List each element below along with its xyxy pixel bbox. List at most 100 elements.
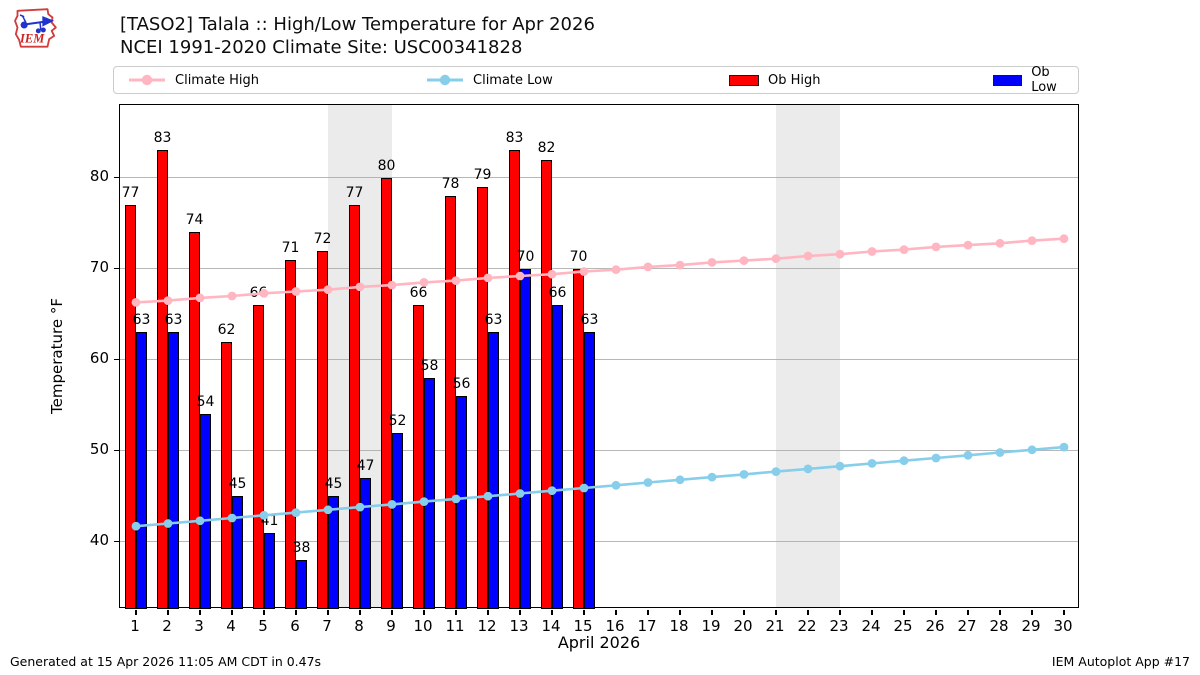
climate-high-marker <box>1027 236 1037 246</box>
x-tick <box>871 609 873 615</box>
climate-low-marker <box>611 480 621 490</box>
climate-low-marker <box>675 475 685 485</box>
x-tick-label: 14 <box>541 617 561 635</box>
climate-low-marker <box>867 459 877 468</box>
climate-high-marker <box>675 260 685 270</box>
x-tick <box>935 609 937 615</box>
ob-low-bar <box>232 496 243 609</box>
chart-title-line1: [TASO2] Talala :: High/Low Temperature f… <box>120 14 595 35</box>
climate-high-marker <box>355 282 365 292</box>
legend: Climate High Climate Low Ob High Ob Low <box>113 65 1079 95</box>
x-tick <box>679 609 681 615</box>
ob-low-value-label: 56 <box>452 376 471 393</box>
x-tick-label: 24 <box>861 617 881 635</box>
climate-low-marker <box>643 478 653 487</box>
ob-low-bar <box>200 414 211 609</box>
climate-high-marker <box>579 267 589 276</box>
y-tick <box>114 176 119 179</box>
x-tick-label: 29 <box>1021 617 1041 635</box>
y-tick <box>114 449 119 452</box>
legend-label: Climate Low <box>473 72 553 88</box>
y-tick <box>114 358 119 361</box>
gridline <box>120 177 1078 179</box>
ob-low-bar <box>328 496 339 609</box>
ob-high-bar <box>189 232 200 609</box>
x-tick-label: 2 <box>162 617 172 635</box>
ob-low-value-label: 63 <box>580 312 599 329</box>
x-tick <box>647 609 649 615</box>
climate-high-marker <box>387 280 397 290</box>
iem-logo: IEM <box>14 8 57 48</box>
ob-high-bar <box>477 186 488 609</box>
x-tick <box>359 609 361 615</box>
x-tick <box>743 609 745 615</box>
x-tick-label: 19 <box>701 617 721 635</box>
y-tick-label: 70 <box>89 257 109 276</box>
climate-high-marker <box>323 285 333 295</box>
ob-high-bar <box>381 177 392 609</box>
ob-high-bar <box>253 305 264 609</box>
x-tick-label: 7 <box>322 617 332 635</box>
x-tick <box>487 609 489 615</box>
ob-high-bar <box>221 341 232 609</box>
climate-high-marker <box>835 249 845 259</box>
iem-logo-text: IEM <box>19 32 45 46</box>
climate-low-marker <box>195 516 205 526</box>
ob-high-value-label: 71 <box>281 239 300 256</box>
climate-low-marker <box>131 521 141 531</box>
climate-low-marker <box>931 453 941 463</box>
x-tick-label: 28 <box>989 617 1009 635</box>
legend-label: Ob High <box>768 72 821 88</box>
climate-low-marker <box>483 491 493 501</box>
ob-low-value-label: 47 <box>356 457 375 474</box>
ob-low-bar <box>488 332 499 609</box>
climate-low-marker <box>355 502 365 512</box>
climate-low-line <box>135 445 1065 528</box>
climate-low-marker <box>259 510 269 520</box>
ob-low-value-label: 58 <box>420 357 439 374</box>
climate-high-marker <box>419 278 429 287</box>
ob-high-bar <box>541 159 552 609</box>
ob-high-value-label: 77 <box>345 185 364 202</box>
x-tick <box>519 609 521 615</box>
climate-low-marker <box>995 448 1005 457</box>
ob-high-bar <box>157 150 168 609</box>
y-tick-label: 50 <box>89 439 109 458</box>
climate-low-marker <box>963 450 973 460</box>
x-tick <box>903 609 905 615</box>
gridline <box>120 268 1078 270</box>
x-tick <box>199 609 201 615</box>
ob-high-bar <box>285 259 296 609</box>
climate-high-marker <box>867 247 877 256</box>
x-tick-label: 15 <box>573 617 593 635</box>
ob-low-bar <box>424 377 435 609</box>
x-tick <box>839 609 841 615</box>
climate-high-marker <box>771 254 781 264</box>
x-tick-label: 9 <box>386 617 396 635</box>
x-tick-label: 20 <box>733 617 753 635</box>
x-tick <box>807 609 809 615</box>
x-tick-label: 5 <box>258 617 268 635</box>
climate-low-marker <box>771 467 781 476</box>
x-tick-label: 18 <box>669 617 689 635</box>
x-tick-label: 22 <box>797 617 817 635</box>
ob-high-value-label: 62 <box>217 321 236 338</box>
x-tick-label: 13 <box>509 617 529 635</box>
ob-high-bar <box>509 150 520 609</box>
x-tick-label: 25 <box>893 617 913 635</box>
x-tick <box>1031 609 1033 615</box>
x-tick-label: 4 <box>226 617 236 635</box>
x-tick-label: 10 <box>413 617 433 635</box>
climate-high-marker <box>899 245 909 255</box>
legend-item-ob-low: Ob Low <box>993 65 1078 95</box>
ob-high-value-label: 82 <box>537 139 556 156</box>
x-tick <box>775 609 777 615</box>
ob-low-value-label: 52 <box>388 412 407 429</box>
climate-high-marker <box>963 240 973 250</box>
climate-low-marker <box>387 500 397 509</box>
climate-low-marker <box>1027 445 1037 455</box>
x-tick-label: 23 <box>829 617 849 635</box>
legend-item-climate-low: Climate Low <box>426 67 553 93</box>
climate-low-marker <box>579 483 589 493</box>
app-credit: IEM Autoplot App #17 <box>1051 654 1190 669</box>
